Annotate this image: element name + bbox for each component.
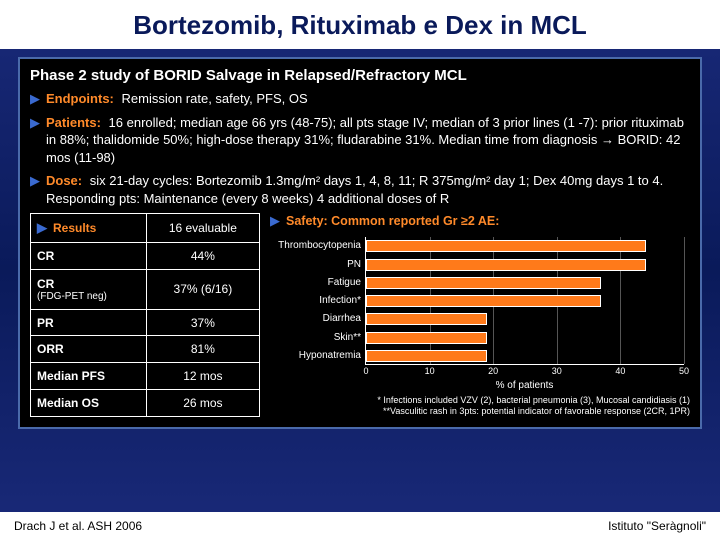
bar-label: PN <box>347 258 361 272</box>
gridline <box>684 237 685 364</box>
x-tick: 30 <box>552 366 562 376</box>
table-row-val: 37% <box>146 309 259 336</box>
bar-label: Infection* <box>319 294 361 308</box>
bar <box>366 350 487 362</box>
chart-body: 01020304050ThrombocytopeniaPNFatigueInfe… <box>365 237 684 365</box>
bullet-label: Patients: <box>46 115 101 130</box>
bar-label: Skin** <box>334 331 361 345</box>
bullet-text: Remission rate, safety, PFS, OS <box>122 91 308 106</box>
table-row-val: 44% <box>146 243 259 270</box>
bullet-row: ▶ Endpoints: Remission rate, safety, PFS,… <box>30 90 690 108</box>
bullet-label: Endpoints: <box>46 91 114 106</box>
slide-title: Bortezomib, Rituximab e Dex in MCL <box>0 0 720 49</box>
bar-row: Diarrhea <box>366 312 684 328</box>
bar <box>366 332 487 344</box>
bullet-list: ▶ Endpoints: Remission rate, safety, PFS,… <box>30 90 690 207</box>
bar-row: Skin** <box>366 331 684 347</box>
bar <box>366 295 601 307</box>
bar <box>366 313 487 325</box>
bar-row: PN <box>366 258 684 274</box>
bar <box>366 240 646 252</box>
safety-chart-area: ▶ Safety: Common reported Gr ≥2 AE: 0 10 20… <box>270 213 690 417</box>
table-row-val: 26 mos <box>146 390 259 417</box>
x-tick: 50 <box>679 366 689 376</box>
bar-label: Fatigue <box>328 276 361 290</box>
footer-bar: Drach J et al. ASH 2006 Istituto "Seràgn… <box>0 512 720 540</box>
table-row-key: PR <box>31 309 147 336</box>
bar-row: Thrombocytopenia <box>366 239 684 255</box>
table-row-val: 81% <box>146 336 259 363</box>
bar-chart: 0 10 20 30 40 50 Thrombocytopenia PN Fatigue Infe… <box>270 235 690 395</box>
bar <box>366 277 601 289</box>
x-tick: 40 <box>615 366 625 376</box>
citation: Drach J et al. ASH 2006 <box>14 519 142 533</box>
bar-row: Infection* <box>366 294 684 310</box>
x-axis-title: % of patients <box>365 380 684 391</box>
x-tick: 0 <box>363 366 368 376</box>
lower-section: ▶Results16 evaluableCR44%CR(FDG-PET neg)… <box>30 213 690 417</box>
panel-heading: Phase 2 study of BORID Salvage in Relaps… <box>30 67 690 84</box>
table-row-key: CR <box>31 243 147 270</box>
content-panel: Phase 2 study of BORID Salvage in Relaps… <box>18 57 702 429</box>
table-row-key: ORR <box>31 336 147 363</box>
results-header-val: 16 evaluable <box>146 214 259 243</box>
x-tick: 10 <box>425 366 435 376</box>
triangle-icon: ▶ <box>30 172 40 190</box>
bar-row: Hyponatremia <box>366 349 684 365</box>
bar-row: Fatigue <box>366 276 684 292</box>
bullet-text: 16 enrolled; median age 66 yrs (48-75); … <box>46 115 684 165</box>
triangle-icon: ▶ <box>270 213 280 228</box>
x-tick: 20 <box>488 366 498 376</box>
triangle-icon: ▶ <box>30 114 40 132</box>
safety-title: ▶ Safety: Common reported Gr ≥2 AE: <box>270 213 690 229</box>
bullet-label: Dose: <box>46 173 82 188</box>
footnote-1: * Infections included VZV (2), bacterial… <box>270 395 690 406</box>
table-row-key: Median PFS <box>31 363 147 390</box>
institution: Istituto "Seràgnoli" <box>608 519 706 533</box>
bar-label: Hyponatremia <box>299 349 361 363</box>
bullet-row: ▶ Patients: 16 enrolled; median age 66 yr… <box>30 114 690 167</box>
results-header: ▶Results <box>31 214 147 243</box>
table-row-key: Median OS <box>31 390 147 417</box>
safety-label: Safety: Common reported Gr ≥2 AE: <box>286 214 499 228</box>
results-table: ▶Results16 evaluableCR44%CR(FDG-PET neg)… <box>30 213 260 417</box>
bar-label: Thrombocytopenia <box>278 239 361 253</box>
triangle-icon: ▶ <box>30 90 40 108</box>
bar <box>366 259 646 271</box>
table-row-val: 37% (6/16) <box>146 270 259 310</box>
bullet-row: ▶ Dose: six 21-day cycles: Bortezomib 1.3… <box>30 172 690 207</box>
footnote-2: **Vasculitic rash in 3pts: potential ind… <box>270 406 690 417</box>
table-row-key: CR(FDG-PET neg) <box>31 270 147 310</box>
table-row-val: 12 mos <box>146 363 259 390</box>
bar-label: Diarrhea <box>323 312 361 326</box>
bullet-text: six 21-day cycles: Bortezomib 1.3mg/m² d… <box>46 173 663 206</box>
